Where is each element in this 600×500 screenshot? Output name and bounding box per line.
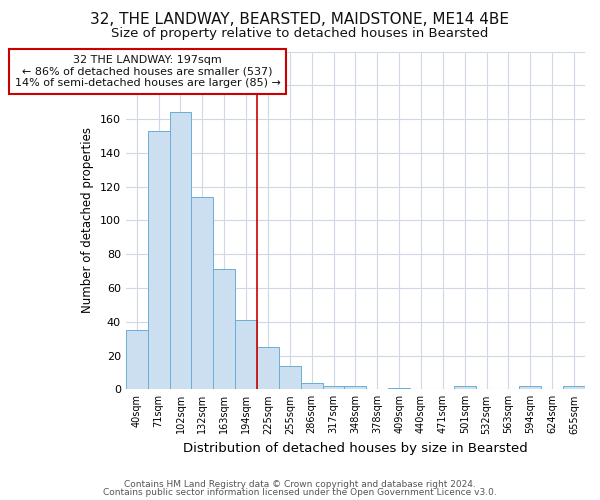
Text: 32, THE LANDWAY, BEARSTED, MAIDSTONE, ME14 4BE: 32, THE LANDWAY, BEARSTED, MAIDSTONE, ME…: [91, 12, 509, 28]
Bar: [126, 330, 148, 390]
Bar: [344, 386, 367, 390]
Bar: [301, 382, 323, 390]
Bar: [170, 112, 191, 390]
Y-axis label: Number of detached properties: Number of detached properties: [81, 128, 94, 314]
Bar: [235, 320, 257, 390]
Bar: [388, 388, 410, 390]
Bar: [279, 366, 301, 390]
Text: 32 THE LANDWAY: 197sqm
← 86% of detached houses are smaller (537)
14% of semi-de: 32 THE LANDWAY: 197sqm ← 86% of detached…: [15, 55, 281, 88]
Bar: [191, 197, 213, 390]
Text: Contains public sector information licensed under the Open Government Licence v3: Contains public sector information licen…: [103, 488, 497, 497]
Text: Contains HM Land Registry data © Crown copyright and database right 2024.: Contains HM Land Registry data © Crown c…: [124, 480, 476, 489]
Bar: [454, 386, 476, 390]
Bar: [257, 347, 279, 390]
Text: Size of property relative to detached houses in Bearsted: Size of property relative to detached ho…: [112, 28, 488, 40]
Bar: [213, 270, 235, 390]
Bar: [148, 131, 170, 390]
Bar: [323, 386, 344, 390]
X-axis label: Distribution of detached houses by size in Bearsted: Distribution of detached houses by size …: [183, 442, 528, 455]
Bar: [520, 386, 541, 390]
Bar: [563, 386, 585, 390]
